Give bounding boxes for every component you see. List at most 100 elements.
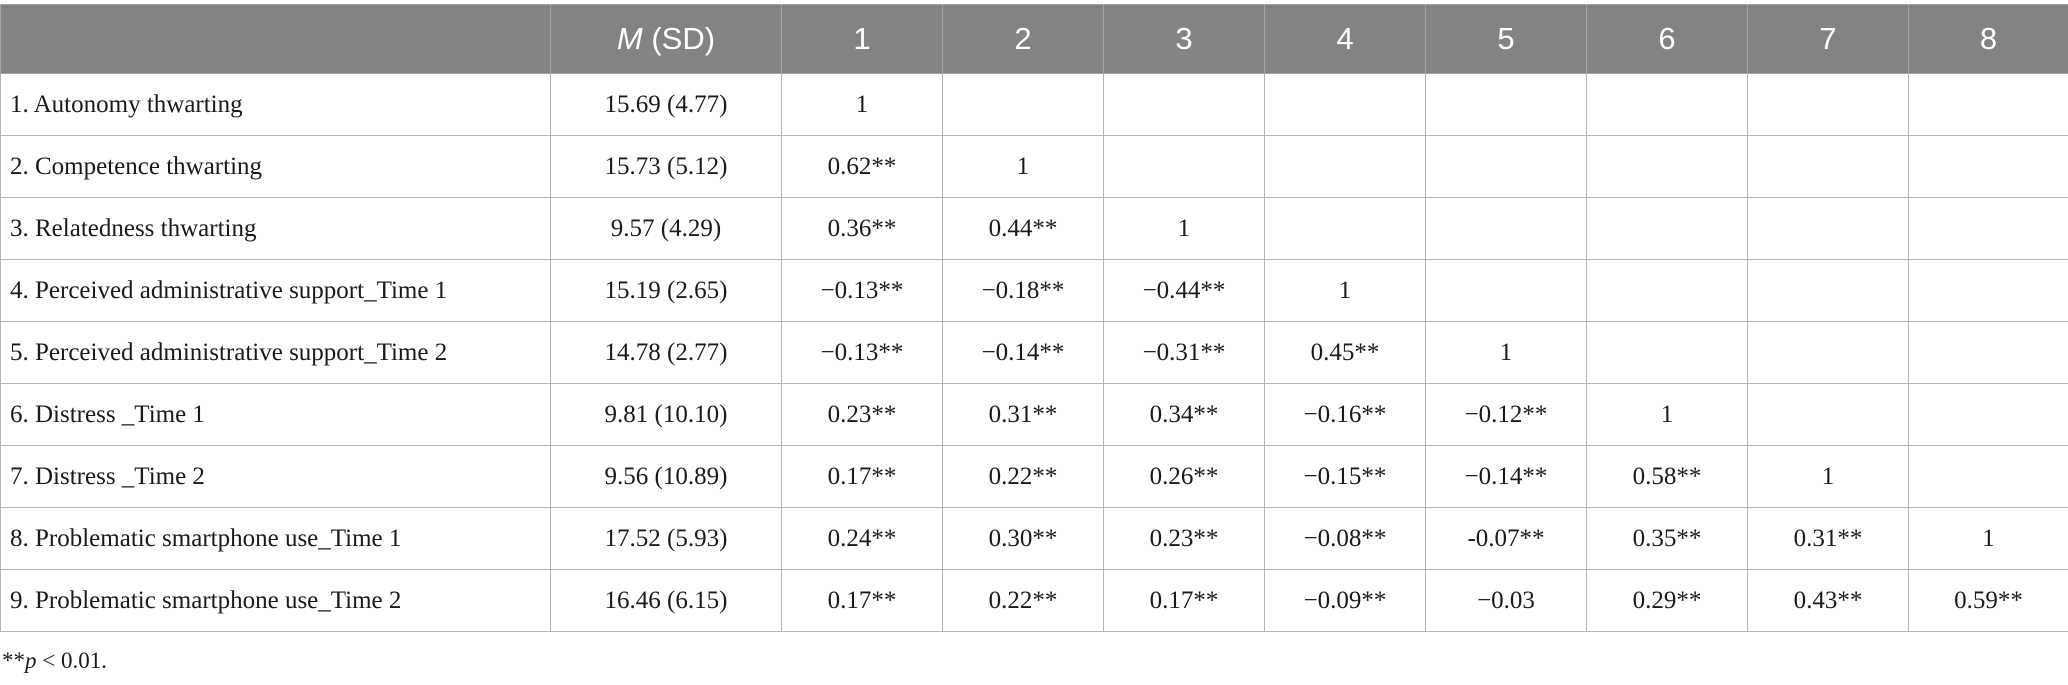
variable-label: 8. Problematic smartphone use_Time 1	[0, 507, 551, 570]
header-col-3: 3	[1103, 4, 1265, 74]
header-col-6: 6	[1586, 4, 1748, 74]
correlation-cell: 0.17**	[1103, 569, 1265, 632]
header-row: M (SD) 1 2 3 4 5 6 7 8	[0, 4, 2068, 74]
correlation-cell	[1586, 73, 1748, 136]
correlation-cell	[1747, 197, 1909, 260]
table-footnote: **p < 0.01.	[2, 648, 107, 674]
correlation-cell: 0.31**	[1747, 507, 1909, 570]
correlation-cell	[1425, 197, 1587, 260]
table-row: 4. Perceived administrative support_Time…	[0, 259, 2068, 322]
variable-label: 5. Perceived administrative support_Time…	[0, 321, 551, 384]
table-body: 1. Autonomy thwarting 15.69 (4.77) 1 2. Com…	[0, 73, 2068, 632]
correlation-cell: 0.23**	[1103, 507, 1265, 570]
correlation-cell: −0.14**	[1425, 445, 1587, 508]
mean-sd-cell: 14.78 (2.77)	[550, 321, 782, 384]
correlation-cell: 0.43**	[1747, 569, 1909, 632]
correlation-cell: 0.35**	[1586, 507, 1748, 570]
table-row: 5. Perceived administrative support_Time…	[0, 321, 2068, 384]
correlation-cell: 0.34**	[1103, 383, 1265, 446]
correlation-cell: 1	[1264, 259, 1426, 322]
variable-label: 3. Relatedness thwarting	[0, 197, 551, 260]
correlation-cell	[1425, 135, 1587, 198]
correlation-cell	[1264, 73, 1426, 136]
correlation-cell: 0.17**	[781, 445, 943, 508]
correlation-cell: −0.12**	[1425, 383, 1587, 446]
correlation-cell: 1	[1425, 321, 1587, 384]
header-col-1: 1	[781, 4, 943, 74]
correlation-cell: 0.31**	[942, 383, 1104, 446]
correlation-cell: 0.59**	[1908, 569, 2068, 632]
correlation-cell: 1	[781, 73, 943, 136]
mean-sd-cell: 15.69 (4.77)	[550, 73, 782, 136]
correlation-cell	[1747, 321, 1909, 384]
variable-label: 1. Autonomy thwarting	[0, 73, 551, 136]
correlation-cell: −0.44**	[1103, 259, 1265, 322]
correlation-cell	[1586, 321, 1748, 384]
table-row: 6. Distress _Time 1 9.81 (10.10) 0.23** 0.3…	[0, 383, 2068, 446]
footnote-p: p	[25, 648, 37, 673]
correlation-cell	[1908, 73, 2068, 136]
header-col-4: 4	[1264, 4, 1426, 74]
correlation-cell	[1908, 259, 2068, 322]
correlation-cell	[1747, 259, 1909, 322]
correlation-cell	[1264, 197, 1426, 260]
correlation-cell: 0.17**	[781, 569, 943, 632]
header-sd-label: (SD)	[642, 21, 716, 56]
header-msd: M (SD)	[550, 4, 782, 74]
table-row: 9. Problematic smartphone use_Time 2 16.4…	[0, 569, 2068, 632]
mean-sd-cell: 9.57 (4.29)	[550, 197, 782, 260]
correlation-cell: −0.13**	[781, 321, 943, 384]
mean-sd-cell: 17.52 (5.93)	[550, 507, 782, 570]
correlation-cell	[1103, 73, 1265, 136]
correlation-cell	[942, 73, 1104, 136]
table-row: 8. Problematic smartphone use_Time 1 17.5…	[0, 507, 2068, 570]
header-m-label: M	[616, 21, 643, 56]
correlation-cell: 0.44**	[942, 197, 1104, 260]
header-col-7: 7	[1747, 4, 1909, 74]
table-row: 7. Distress _Time 2 9.56 (10.89) 0.17** 0.2…	[0, 445, 2068, 508]
mean-sd-cell: 9.81 (10.10)	[550, 383, 782, 446]
correlation-cell: 0.23**	[781, 383, 943, 446]
variable-label: 4. Perceived administrative support_Time…	[0, 259, 551, 322]
table-row: 3. Relatedness thwarting 9.57 (4.29) 0.36*…	[0, 197, 2068, 260]
correlation-cell: 1	[942, 135, 1104, 198]
correlation-cell: −0.13**	[781, 259, 943, 322]
correlation-cell	[1425, 259, 1587, 322]
correlation-cell: 0.45**	[1264, 321, 1426, 384]
mean-sd-cell: 15.19 (2.65)	[550, 259, 782, 322]
correlation-cell: −0.16**	[1264, 383, 1426, 446]
correlation-cell: −0.08**	[1264, 507, 1426, 570]
correlation-cell: −0.18**	[942, 259, 1104, 322]
correlation-cell	[1425, 73, 1587, 136]
mean-sd-cell: 16.46 (6.15)	[550, 569, 782, 632]
correlation-cell: −0.31**	[1103, 321, 1265, 384]
correlation-cell: -0.07**	[1425, 507, 1587, 570]
variable-label: 9. Problematic smartphone use_Time 2	[0, 569, 551, 632]
correlation-cell	[1747, 73, 1909, 136]
correlation-cell: 1	[1586, 383, 1748, 446]
correlation-cell: 0.62**	[781, 135, 943, 198]
correlation-cell	[1747, 383, 1909, 446]
correlation-cell	[1908, 321, 2068, 384]
correlation-table: M (SD) 1 2 3 4 5 6 7 8 1. Autonomy thwar…	[0, 4, 2068, 632]
correlation-cell: 0.30**	[942, 507, 1104, 570]
correlation-cell: 0.26**	[1103, 445, 1265, 508]
footnote-stars: **	[2, 648, 25, 673]
header-col-5: 5	[1425, 4, 1587, 74]
correlation-cell: 0.24**	[781, 507, 943, 570]
mean-sd-cell: 9.56 (10.89)	[550, 445, 782, 508]
correlation-cell: −0.09**	[1264, 569, 1426, 632]
correlation-cell	[1264, 135, 1426, 198]
table-header: M (SD) 1 2 3 4 5 6 7 8	[0, 4, 2068, 74]
correlation-cell: 1	[1747, 445, 1909, 508]
correlation-cell: 0.36**	[781, 197, 943, 260]
correlation-cell	[1747, 135, 1909, 198]
correlation-cell	[1908, 135, 2068, 198]
table-row: 2. Competence thwarting 15.73 (5.12) 0.62*…	[0, 135, 2068, 198]
footnote-rest: < 0.01.	[36, 648, 107, 673]
correlation-cell	[1103, 135, 1265, 198]
correlation-cell: 0.22**	[942, 445, 1104, 508]
table-row: 1. Autonomy thwarting 15.69 (4.77) 1	[0, 73, 2068, 136]
correlation-cell	[1908, 383, 2068, 446]
correlation-cell: 0.22**	[942, 569, 1104, 632]
